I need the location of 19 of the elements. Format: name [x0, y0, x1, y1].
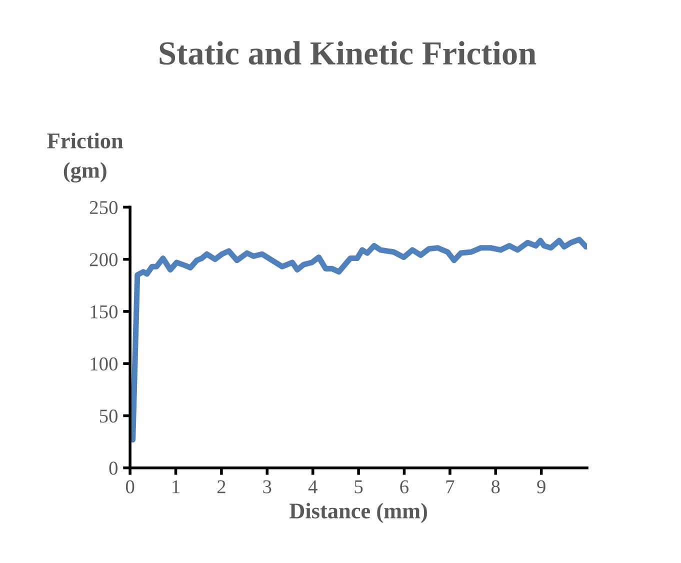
- y-tick-label: 200: [90, 253, 118, 266]
- x-tick-label: 5: [354, 480, 363, 494]
- x-axis-title: Distance (mm): [290, 502, 427, 523]
- y-tick-label: 150: [90, 305, 118, 318]
- y-tick-label: 0: [109, 462, 118, 475]
- y-tick-label: 50: [100, 410, 118, 423]
- x-tick-label: 2: [217, 480, 226, 494]
- x-tick-label: 0: [126, 480, 134, 494]
- x-tick-label: 7: [446, 480, 454, 494]
- x-tick-label: 4: [308, 480, 318, 494]
- chart-title: Static and Kinetic Friction: [160, 41, 536, 65]
- x-tick-label: 1: [172, 480, 180, 494]
- x-tick-label: 3: [263, 480, 272, 494]
- x-tick-label: 9: [537, 480, 546, 494]
- x-tick-label: 6: [400, 480, 409, 494]
- y-axis-title: Friction (gm): [47, 132, 124, 183]
- y-tick-label: 100: [90, 357, 118, 371]
- y-tick-label: 250: [90, 201, 118, 214]
- x-tick-label: 8: [492, 480, 500, 494]
